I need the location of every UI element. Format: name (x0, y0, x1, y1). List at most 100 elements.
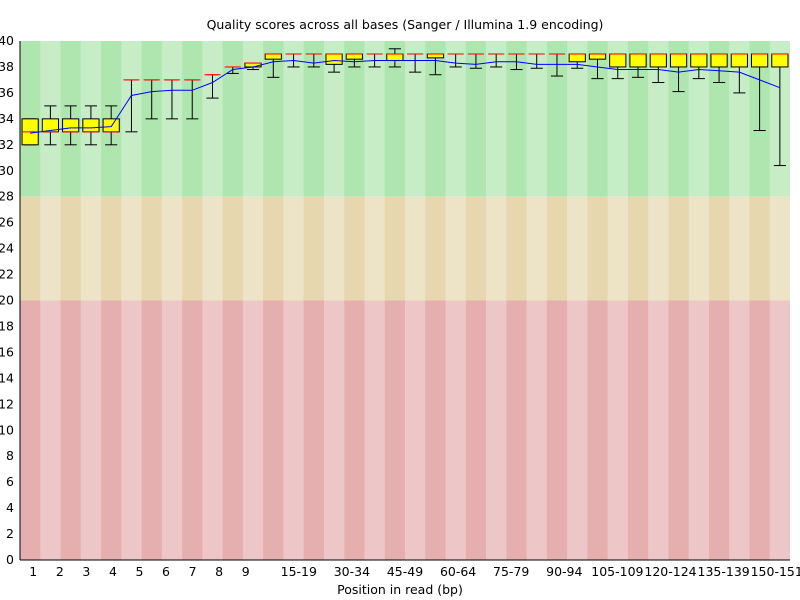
x-tick-label: 15-19 (281, 564, 317, 579)
box-position-90-94 (528, 53, 545, 69)
column-stripe (445, 41, 466, 560)
box-position-140-144 (730, 53, 748, 94)
box-position-4 (82, 105, 100, 146)
column-stripe (607, 41, 628, 560)
column-stripe (405, 41, 426, 560)
x-tick-label: 30-34 (334, 564, 370, 579)
y-tick-label: 38 (0, 59, 14, 74)
iqr-box (609, 53, 627, 68)
y-tick-label: 4 (6, 500, 14, 515)
x-tick-label: 4 (109, 564, 117, 579)
y-tick-label: 34 (0, 111, 14, 126)
box-position-80-84 (488, 53, 505, 68)
y-tick-label: 10 (0, 422, 14, 437)
column-stripe (161, 41, 183, 560)
x-tick-label: 6 (162, 564, 170, 579)
x-tick-label: 2 (56, 564, 64, 579)
column-stripe (567, 41, 588, 560)
box-plots (21, 48, 789, 167)
box-position-7 (143, 79, 160, 120)
iqr-box (771, 53, 789, 68)
box-position-75-79 (467, 53, 485, 69)
band-reasonable (20, 196, 790, 301)
y-tick-label: 6 (6, 474, 14, 489)
box-position-115-119 (629, 53, 647, 78)
box-position-105-109 (588, 53, 607, 80)
box-position-65-69 (426, 53, 444, 76)
iqr-box (629, 53, 647, 68)
chart-title: Quality scores across all bases (Sanger … (207, 17, 604, 32)
iqr-box (426, 53, 444, 59)
x-tick-label: 45-49 (387, 564, 423, 579)
mean-quality-line (30, 59, 781, 134)
x-tick-label: 9 (242, 564, 250, 579)
y-tick-label: 8 (6, 448, 14, 463)
y-tick-label: 20 (0, 293, 14, 308)
iqr-box (690, 53, 708, 68)
x-tick-label: 1 (29, 564, 37, 579)
iqr-box (264, 53, 282, 60)
column-stripe (283, 41, 304, 560)
column-stripe (769, 41, 790, 560)
x-tick-label: 90-94 (546, 564, 582, 579)
x-tick-label: 7 (189, 564, 197, 579)
x-tick-label: 5 (136, 564, 144, 579)
iqr-box (730, 53, 748, 68)
box-position-70-74 (447, 53, 464, 68)
iqr-box (325, 53, 343, 65)
x-tick-label: 150-151 (751, 564, 800, 579)
y-tick-label: 2 (6, 526, 14, 541)
box-position-1 (21, 118, 39, 146)
iqr-box (568, 53, 586, 63)
y-tick-label: 22 (0, 267, 14, 282)
iqr-box (386, 53, 404, 61)
column-stripe (729, 41, 750, 560)
box-position-2 (41, 105, 59, 146)
y-tick-label: 14 (0, 370, 14, 385)
iqr-box (751, 53, 769, 68)
x-tick-label: 3 (82, 564, 90, 579)
box-position-15-19 (224, 66, 241, 74)
x-tick-label: 105-109 (591, 564, 643, 579)
column-stripe (486, 41, 507, 560)
box-position-130-134 (690, 53, 708, 80)
x-tick-label: 75-79 (493, 564, 529, 579)
x-tick-label: 60-64 (440, 564, 476, 579)
y-tick-label: 32 (0, 137, 14, 152)
box-position-10-14 (204, 74, 221, 99)
box-position-120-124 (649, 53, 667, 84)
box-position-110-114 (609, 53, 627, 80)
box-position-40-44 (325, 53, 343, 73)
iqr-box (669, 53, 688, 68)
y-tick-label: 40 (0, 33, 14, 48)
y-tick-label: 24 (0, 241, 14, 256)
x-tick-labels: 1 2 3 4 5 6 7 8 9 15-19 30-34 45-49 60-64 75-79 90-94 1… (29, 564, 800, 579)
iqr-box (82, 118, 100, 133)
band-poor (20, 300, 790, 560)
box-position-60-64 (407, 53, 424, 73)
y-tick-label: 18 (0, 318, 14, 333)
column-stripe (121, 41, 142, 560)
y-tick-label: 26 (0, 215, 14, 230)
column-stripes (40, 41, 790, 560)
y-tick-label: 16 (0, 344, 14, 359)
x-tick-label: 8 (215, 564, 223, 579)
box-position-9 (184, 79, 201, 120)
iqr-box (244, 62, 262, 68)
x-axis-label: Position in read (bp) (337, 582, 463, 597)
box-position-95-99 (548, 53, 566, 77)
box-position-125-129 (669, 53, 688, 93)
column-stripe (364, 41, 385, 560)
x-tick-label: 120-124 (644, 564, 696, 579)
box-position-5 (102, 105, 120, 146)
box-position-8 (163, 79, 181, 120)
y-tick-label: 12 (0, 396, 14, 411)
box-position-35-39 (305, 53, 322, 68)
box-position-150-151 (771, 53, 789, 167)
box-position-85-89 (508, 53, 525, 71)
box-position-45-49 (345, 53, 363, 68)
column-stripe (648, 41, 669, 560)
x-tick-label: 135-139 (698, 564, 750, 579)
